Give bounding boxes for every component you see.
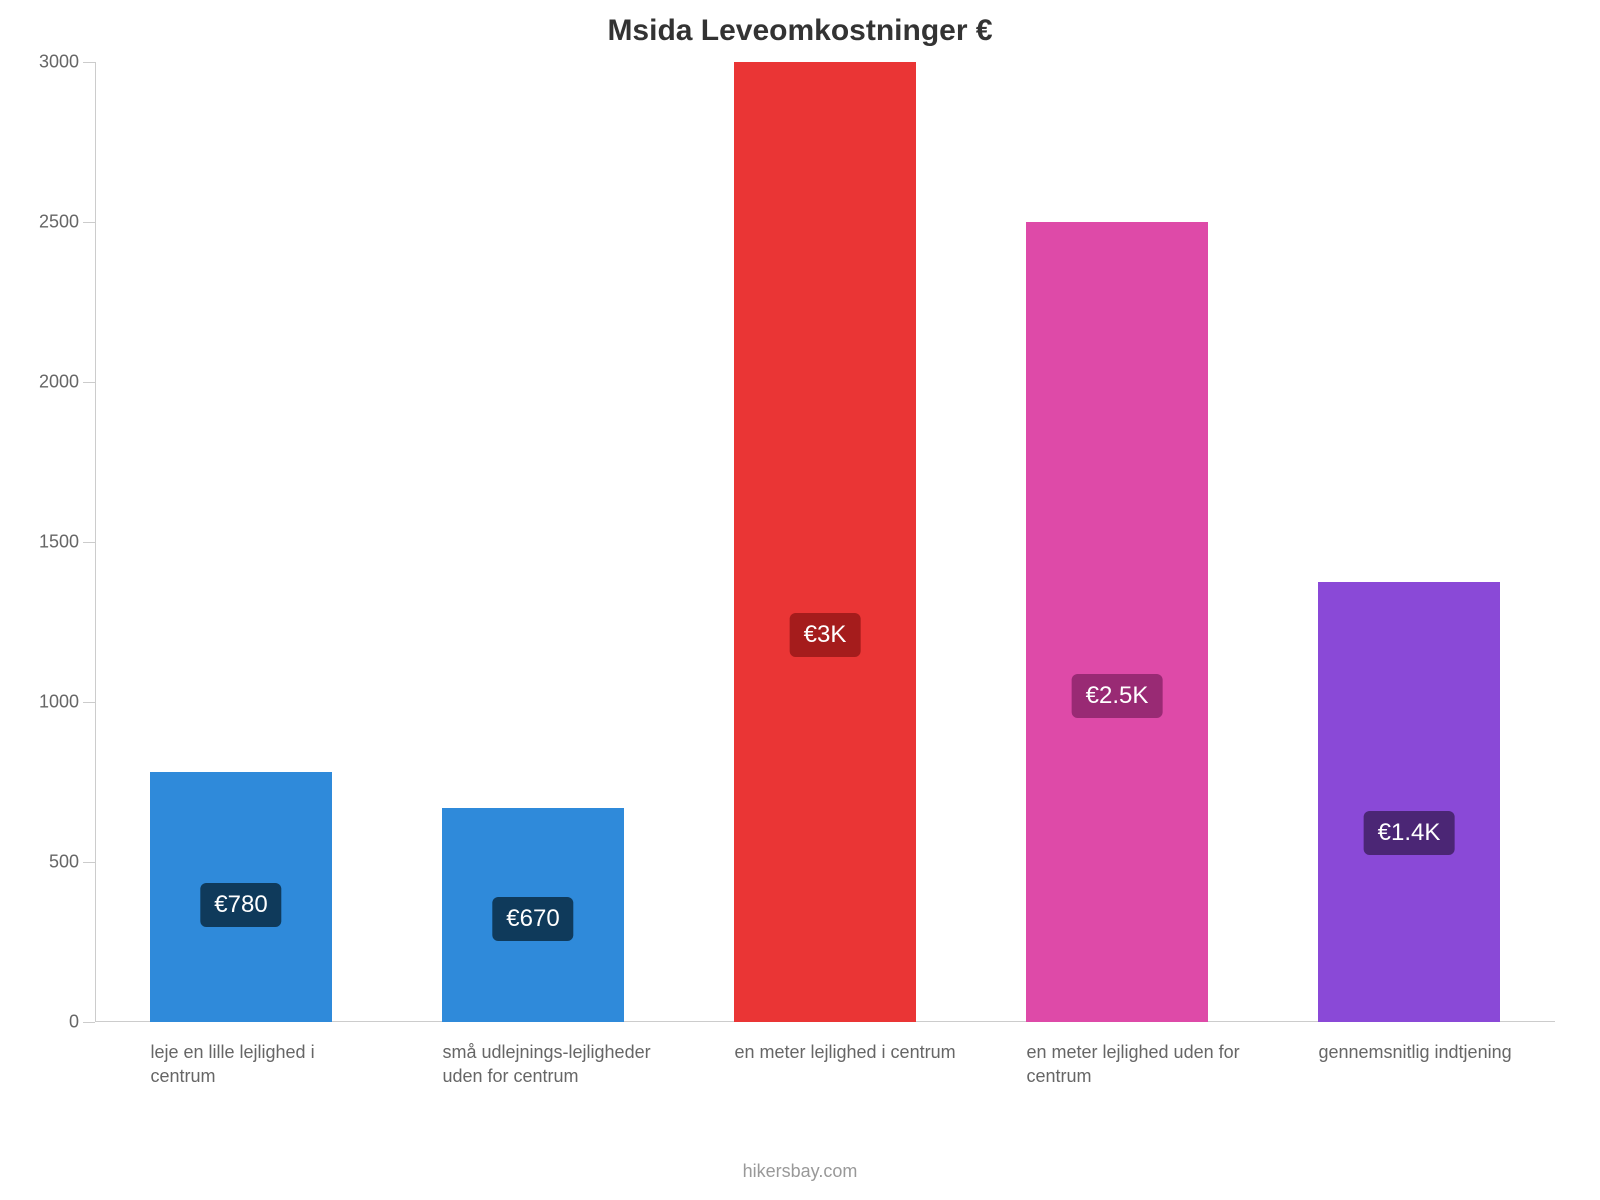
bar-value-label: €1.4K [1364,811,1455,855]
bar-value-label: €3K [790,613,861,657]
y-tick-label: 1500 [39,532,79,553]
x-tick-label: gennemsnitlig indtjening [1318,1040,1511,1064]
y-tick [83,542,95,543]
x-tick-label: en meter lejlighed uden for centrum [1026,1040,1256,1089]
y-tick-label: 1000 [39,692,79,713]
bar: €670 [442,808,623,1022]
bar-value-label: €2.5K [1072,674,1163,718]
y-tick-label: 2500 [39,212,79,233]
bar-value-label: €670 [492,897,573,941]
attribution: hikersbay.com [0,1161,1600,1182]
y-tick-label: 500 [49,852,79,873]
y-tick [83,222,95,223]
y-tick [83,862,95,863]
y-tick [83,702,95,703]
y-tick-label: 2000 [39,372,79,393]
bar: €2.5K [1026,222,1207,1022]
y-axis [95,62,96,1022]
y-tick [83,1022,95,1023]
y-tick-label: 0 [69,1012,79,1033]
chart-title: Msida Leveomkostninger € [0,14,1600,48]
bar: €3K [734,62,915,1022]
plot-area: 050010001500200025003000€780leje en lill… [95,62,1555,1022]
chart-container: Msida Leveomkostninger € 050010001500200… [0,0,1600,1200]
x-tick-label: leje en lille lejlighed i centrum [150,1040,380,1089]
y-tick-label: 3000 [39,52,79,73]
y-tick [83,382,95,383]
bar: €1.4K [1318,582,1499,1022]
bar-value-label: €780 [200,883,281,927]
bar: €780 [150,772,331,1022]
y-tick [83,62,95,63]
x-tick-label: små udlejnings-lejligheder uden for cent… [442,1040,672,1089]
x-tick-label: en meter lejlighed i centrum [734,1040,955,1064]
